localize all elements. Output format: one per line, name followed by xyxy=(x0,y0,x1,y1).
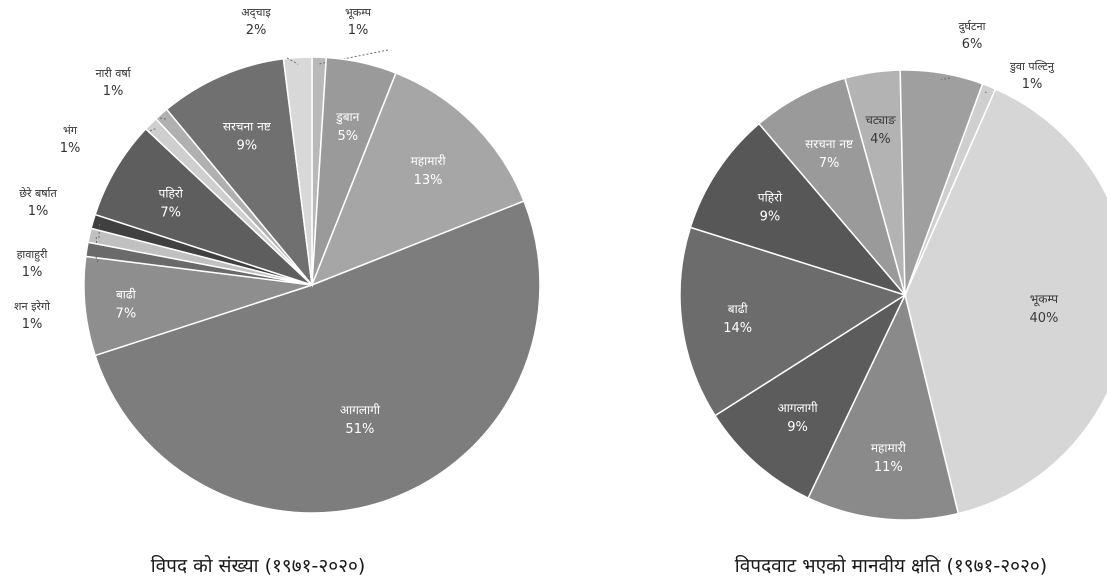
slice-percent-label: 11% xyxy=(874,460,903,475)
slice-percent-label: 7% xyxy=(116,307,137,322)
pie-slice xyxy=(282,56,313,286)
slice-percent-label: 6% xyxy=(962,37,983,52)
slice-label: महामारी xyxy=(411,154,447,168)
leader-line xyxy=(149,128,156,132)
pie-chart-disaster-count: भूकम्प 1% डुबान 5% महामारी 13% आगलागी 51% बाढी 7%… xyxy=(14,6,541,514)
leader-line xyxy=(940,77,951,81)
chart-title-right: विपदवाट भएको मानवीय क्षति (१९७१-२०२०) xyxy=(735,554,1047,577)
slice-percent-label: 5% xyxy=(337,129,358,144)
slice-label: पहिरो xyxy=(159,186,184,200)
slice-label: पहिरो xyxy=(758,191,783,205)
slice-label: आगलागी xyxy=(777,401,818,415)
slice-percent-label: 9% xyxy=(236,138,257,153)
slice-label: शन इरेगो xyxy=(14,300,50,313)
slice-percent-label: 1% xyxy=(103,84,124,99)
slice-percent-label: 1% xyxy=(1022,77,1043,92)
slice-percent-label: 2% xyxy=(246,23,267,38)
slice-percent-label: 1% xyxy=(22,317,43,332)
slice-label: नारी वर्षा xyxy=(95,67,131,80)
pie-slice xyxy=(165,57,314,288)
slice-percent-label: 1% xyxy=(348,23,369,38)
leader-line xyxy=(159,117,166,120)
slice-percent-label: 14% xyxy=(723,321,752,336)
slice-label: भूकम्प xyxy=(345,6,372,20)
slice-percent-label: 1% xyxy=(60,141,81,156)
slice-label: बाढी xyxy=(728,302,749,316)
slice-label: हावाहुरी xyxy=(17,248,48,262)
pie-slice xyxy=(310,72,525,287)
chart-title-left: विपद को संख्या (१९७१-२०२०) xyxy=(151,554,366,577)
slice-percent-label: 9% xyxy=(760,210,781,225)
pie-slice xyxy=(689,122,908,297)
slice-label: सरचना नष्ट xyxy=(223,119,272,133)
slice-label: छेरे बर्षात xyxy=(19,187,57,200)
pie-slice xyxy=(904,88,1107,515)
pie-slice xyxy=(714,292,907,500)
slice-percent-label: 4% xyxy=(870,132,891,147)
slice-percent-label: 7% xyxy=(160,205,181,220)
pie-slice xyxy=(899,69,984,296)
slice-percent-label: 7% xyxy=(819,156,840,171)
slice-label: डुबान xyxy=(335,110,359,125)
pie-slice xyxy=(807,292,960,521)
slice-label: भंग xyxy=(63,124,78,137)
slice-label: डुवा पल्टिनु xyxy=(1009,60,1055,73)
leader-line xyxy=(95,236,98,248)
slice-percent-label: 51% xyxy=(345,422,374,437)
slice-label: अद्चाइ xyxy=(241,6,271,19)
slice-percent-label: 1% xyxy=(28,204,49,219)
slice-percent-label: 9% xyxy=(787,420,808,435)
leader-line xyxy=(98,223,101,239)
pie-slice xyxy=(94,200,541,514)
slice-label: बाढी xyxy=(116,288,137,302)
pie-slice xyxy=(679,226,907,417)
slice-percent-label: 40% xyxy=(1030,311,1059,326)
slice-label: चट्याङ xyxy=(865,113,896,127)
slice-label: भूकम्प xyxy=(1030,292,1058,307)
slice-label: महामारी xyxy=(871,441,907,455)
slice-label: आगलागी xyxy=(340,403,381,417)
slice-percent-label: 1% xyxy=(22,265,43,280)
slice-label: सरचना नष्ट xyxy=(805,137,854,151)
pie-chart-human-loss: डुवा पल्टिनु 1% भूकम्प 40% महामारी 11% आगलागी 9… xyxy=(679,20,1107,521)
slice-label: दुर्घटना xyxy=(959,20,986,34)
slice-percent-label: 13% xyxy=(414,173,443,188)
leader-line xyxy=(984,91,987,94)
